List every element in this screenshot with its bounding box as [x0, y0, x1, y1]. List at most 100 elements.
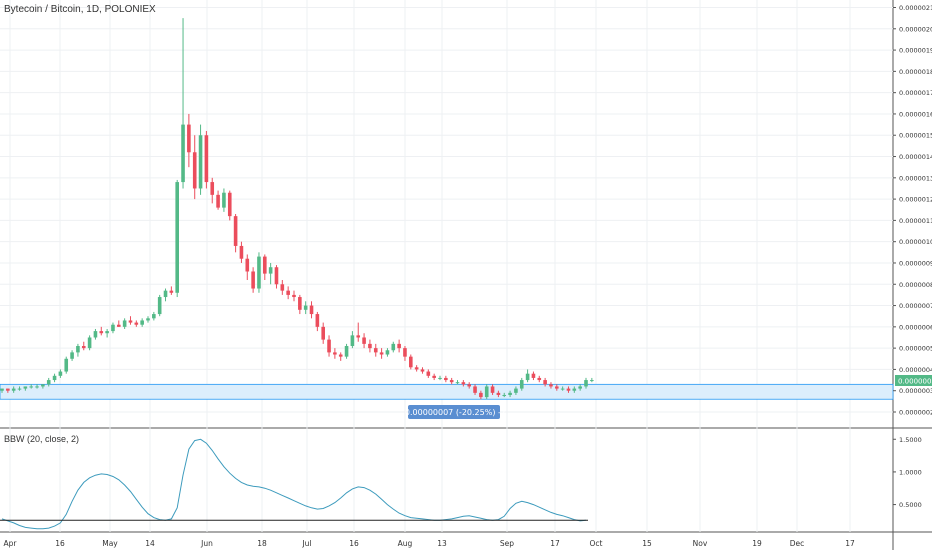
chart-title: Bytecoin / Bitcoin, 1D, POLONIEX [4, 4, 156, 15]
candle-body [35, 386, 39, 388]
time-axis[interactable]: Apr 16 May 14 Jun 18 Jul 16 Aug 13 Sep 17 Oct 15 Nov 19… [4, 539, 855, 548]
x-tick-label: 17 [845, 539, 855, 548]
y-tick-label: 0.00000060 [899, 323, 932, 331]
x-tick-label: 19 [752, 539, 762, 548]
candle-body [502, 394, 507, 396]
candle-body [140, 320, 144, 325]
candle-body [233, 216, 238, 246]
measure-tool[interactable]: -0.00000007 (-20.25%) -7 [402, 405, 506, 419]
candle-body [216, 194, 220, 208]
y-tick-label: 0.00000100 [899, 238, 932, 246]
support-zone[interactable] [0, 383, 894, 400]
last-price-label: 0.00000035 [898, 378, 932, 386]
candle-body [292, 294, 296, 298]
y-tick-label: 0.00000160 [899, 110, 932, 118]
candle-body [438, 377, 442, 379]
bbw-y-tick-label: 1.5000 [899, 436, 922, 444]
last-price-badge: 0.00000035 [895, 375, 932, 386]
y-tick-label: 0.00000020 [899, 409, 932, 417]
candle-body [117, 324, 121, 327]
candle-body [251, 271, 255, 289]
x-tick-label: 15 [642, 539, 652, 548]
candle-body [58, 371, 63, 376]
candle-body [93, 331, 98, 338]
x-tick-label: Apr [4, 539, 18, 548]
candle-body [146, 318, 150, 321]
candle-body [379, 352, 384, 355]
y-tick-label: 0.00000190 [899, 47, 932, 55]
candle-body [187, 124, 191, 153]
candle-body [508, 392, 512, 395]
candle-body [286, 290, 290, 295]
candle-body [432, 375, 436, 378]
candle-body [385, 350, 390, 355]
candle-body [490, 386, 495, 393]
measure-label: -0.00000007 (-20.25%) -7 [402, 408, 506, 417]
candle-body [549, 384, 553, 387]
price-axis[interactable]: 0.00000020 0.00000030 0.00000040 0.00000050… [893, 4, 932, 417]
candle-body [52, 375, 57, 381]
x-tick-label: Jun [200, 539, 213, 548]
candle-body [584, 380, 588, 387]
y-tick-label: 0.00000200 [899, 25, 932, 33]
candle-body [496, 392, 501, 395]
candle-body [321, 326, 325, 340]
candle-body [397, 343, 401, 349]
candle-body [543, 380, 547, 385]
candle-body [315, 314, 320, 327]
candle-body [280, 284, 285, 291]
candle-body [134, 322, 139, 325]
y-tick-label: 0.00000030 [899, 387, 932, 395]
candle-body [257, 256, 261, 289]
candle-body [152, 314, 156, 319]
candle-body [64, 358, 69, 372]
candle-body [11, 388, 16, 391]
candle-body [391, 343, 396, 351]
y-tick-label: 0.00000070 [899, 302, 932, 310]
candle-body [566, 388, 571, 391]
candle-body [222, 192, 226, 208]
x-tick-label: 18 [257, 539, 267, 548]
candle-body [309, 305, 314, 315]
y-tick-label: 0.00000090 [899, 259, 932, 267]
candle-body [479, 392, 483, 398]
candle-body [403, 348, 407, 357]
candle-body [473, 386, 477, 393]
y-tick-label: 0.00000040 [899, 366, 932, 374]
candle-body [76, 346, 80, 353]
candle-body [122, 320, 127, 327]
candle-body [344, 346, 349, 357]
candle-body [169, 290, 174, 293]
candle-body [128, 320, 133, 323]
x-tick-label: 16 [349, 539, 359, 548]
bbw-line [1, 438, 587, 530]
candles [0, 18, 594, 400]
candle-body [87, 337, 92, 349]
candle-body [192, 152, 197, 189]
candle-body [525, 373, 530, 381]
candle-body [181, 124, 185, 183]
candle-body [99, 331, 104, 334]
x-tick-label: Nov [693, 539, 708, 548]
candle-body [274, 267, 279, 285]
candle-body [519, 380, 524, 389]
candle-body [303, 305, 308, 310]
candle-body [198, 135, 203, 189]
bbw-axis[interactable]: 0.5000 1.0000 1.5000 [893, 436, 922, 509]
indicator-title: BBW (20, close, 2) [4, 434, 80, 444]
candle-body [572, 388, 577, 391]
y-tick-label: 0.00000170 [899, 89, 932, 97]
candle-body [356, 335, 361, 338]
candle-body [111, 324, 115, 332]
y-tick-label: 0.00000050 [899, 345, 932, 353]
candle-body [362, 337, 366, 344]
x-tick-label: May [102, 539, 118, 548]
y-tick-label: 0.00000110 [899, 217, 932, 225]
x-tick-label: 16 [55, 539, 65, 548]
candle-body [555, 386, 559, 389]
candle-body [467, 384, 471, 387]
candle-body [175, 182, 179, 293]
